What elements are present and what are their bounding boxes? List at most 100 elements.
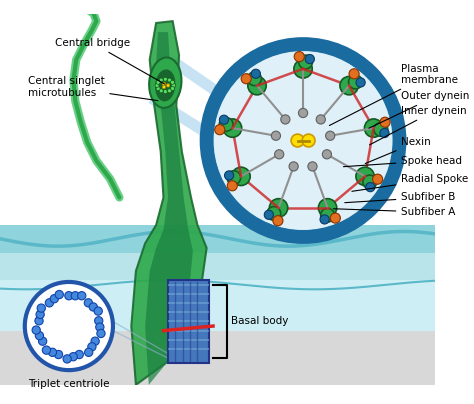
Circle shape (162, 82, 165, 86)
Circle shape (251, 69, 260, 78)
Circle shape (55, 290, 64, 299)
Circle shape (330, 213, 340, 223)
Circle shape (96, 323, 104, 331)
Circle shape (163, 90, 167, 94)
Circle shape (326, 131, 335, 140)
Text: Inner dynein: Inner dynein (370, 106, 467, 145)
Circle shape (167, 78, 172, 82)
FancyBboxPatch shape (0, 280, 435, 390)
Text: Basal body: Basal body (231, 316, 289, 326)
Circle shape (291, 134, 304, 147)
Circle shape (166, 84, 170, 87)
Circle shape (316, 115, 325, 124)
Circle shape (227, 171, 241, 185)
Circle shape (219, 115, 228, 124)
Circle shape (71, 292, 80, 300)
Circle shape (349, 69, 359, 79)
PathPatch shape (145, 32, 193, 385)
FancyBboxPatch shape (0, 242, 435, 333)
Circle shape (84, 348, 93, 356)
Circle shape (294, 60, 312, 78)
Circle shape (365, 183, 375, 192)
Circle shape (223, 119, 242, 137)
Circle shape (267, 206, 281, 220)
Circle shape (215, 125, 225, 135)
Circle shape (225, 171, 234, 180)
Circle shape (155, 83, 159, 87)
Circle shape (299, 108, 308, 118)
Text: Spoke head: Spoke head (344, 156, 462, 167)
Circle shape (294, 52, 304, 62)
Circle shape (65, 292, 73, 300)
Ellipse shape (149, 57, 182, 108)
Circle shape (232, 167, 250, 185)
Circle shape (247, 72, 261, 86)
Circle shape (299, 55, 312, 69)
Text: Plasma
membrane: Plasma membrane (329, 63, 458, 126)
Circle shape (322, 150, 331, 159)
Circle shape (35, 317, 43, 325)
Circle shape (171, 86, 174, 90)
Circle shape (321, 208, 335, 222)
Circle shape (356, 167, 374, 185)
Circle shape (171, 80, 174, 84)
Circle shape (363, 175, 377, 189)
Circle shape (167, 89, 172, 93)
Circle shape (38, 337, 47, 345)
Circle shape (274, 150, 284, 159)
Circle shape (162, 85, 165, 88)
Circle shape (320, 215, 329, 224)
FancyBboxPatch shape (0, 330, 435, 386)
Circle shape (302, 134, 315, 147)
Circle shape (219, 118, 233, 131)
Circle shape (37, 304, 46, 312)
Circle shape (159, 78, 163, 82)
Circle shape (281, 115, 290, 124)
Circle shape (156, 80, 160, 84)
Circle shape (348, 75, 362, 89)
Circle shape (84, 299, 92, 307)
Circle shape (340, 76, 358, 95)
Text: Central singlet
microtubules: Central singlet microtubules (27, 76, 158, 101)
Circle shape (94, 307, 102, 315)
Circle shape (172, 83, 175, 87)
Text: Radial Spoke: Radial Spoke (352, 174, 469, 191)
FancyBboxPatch shape (0, 225, 435, 252)
Circle shape (91, 337, 99, 345)
Circle shape (227, 181, 237, 191)
Text: Nexin: Nexin (365, 137, 431, 164)
Circle shape (269, 199, 288, 217)
Circle shape (264, 210, 273, 219)
Text: Central bridge: Central bridge (55, 38, 165, 84)
Circle shape (63, 355, 71, 363)
Circle shape (75, 350, 83, 359)
FancyBboxPatch shape (168, 280, 210, 363)
Circle shape (380, 117, 390, 127)
Circle shape (373, 174, 383, 184)
Circle shape (374, 122, 388, 136)
PathPatch shape (131, 21, 207, 385)
Circle shape (69, 353, 77, 361)
Circle shape (273, 216, 283, 226)
Ellipse shape (155, 69, 175, 101)
Circle shape (45, 299, 54, 307)
Circle shape (308, 162, 317, 171)
Circle shape (25, 282, 113, 370)
Circle shape (42, 346, 51, 354)
Circle shape (50, 295, 58, 303)
Circle shape (380, 128, 389, 138)
Circle shape (356, 78, 365, 87)
Circle shape (159, 89, 163, 93)
Circle shape (55, 350, 63, 359)
Circle shape (319, 199, 337, 217)
Circle shape (78, 292, 86, 300)
Text: Subfiber A: Subfiber A (333, 207, 456, 217)
Circle shape (207, 44, 400, 237)
Circle shape (248, 76, 266, 95)
Circle shape (241, 74, 251, 84)
Circle shape (95, 317, 103, 325)
Circle shape (88, 343, 96, 351)
Circle shape (163, 77, 167, 81)
Text: Triplet centriole: Triplet centriole (28, 379, 109, 389)
Circle shape (156, 86, 160, 90)
